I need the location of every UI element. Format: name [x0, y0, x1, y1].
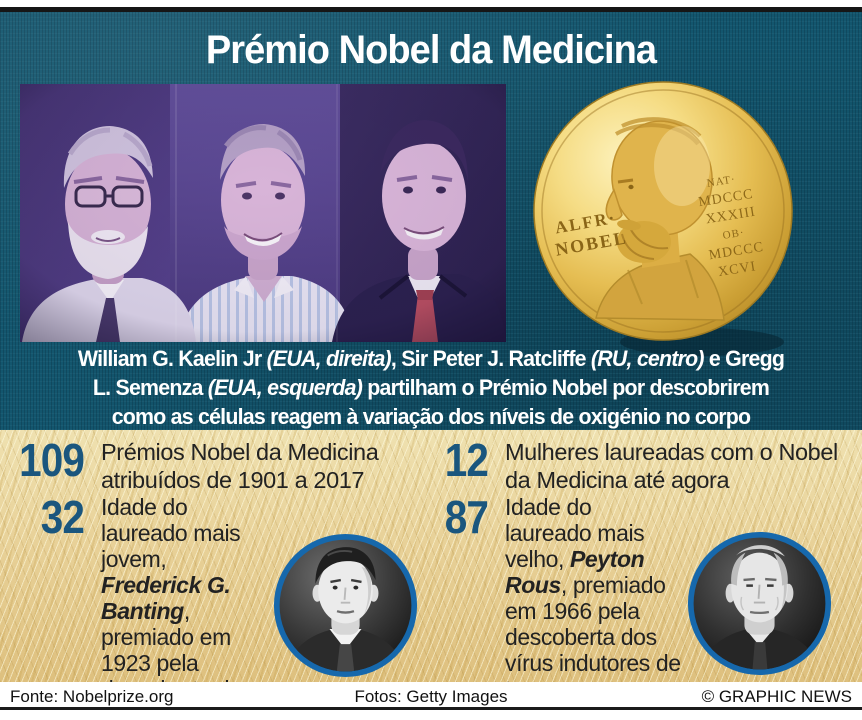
- nobel-medal-illustration: ALFR· NOBEL NAT· MDCCC XXXIII OB· MDCCC …: [530, 74, 796, 364]
- caption-line-1: William G. Kaelin Jr (EUA, direita), Sir…: [77, 346, 785, 371]
- stat-text-total-prizes: Prémios Nobel da Medicina atribuídos de …: [101, 439, 379, 493]
- page-title: Prémio Nobel da Medicina: [205, 28, 657, 72]
- footer: Fonte: Nobelprize.org Fotos: Getty Image…: [0, 682, 862, 720]
- header-section: Prémio Nobel da Medicina: [0, 12, 862, 430]
- medal-text-xcvi: XCVI: [717, 259, 757, 280]
- stat-value-oldest-age: 87: [444, 491, 489, 543]
- banting-portrait-photo: [273, 533, 418, 678]
- stat-value-youngest-age: 32: [40, 491, 85, 543]
- caption-line-2: L. Semenza (EUA, esquerda) partilham o P…: [92, 375, 770, 400]
- rous-portrait: [687, 531, 832, 676]
- banting-portrait: [273, 533, 418, 678]
- footer-copyright: © GRAPHIC NEWS: [701, 687, 853, 706]
- stat-text-oldest: Idade do laureado mais velho, Peyton Rou…: [505, 494, 857, 702]
- laureates-photo-illustration: [20, 84, 506, 342]
- top-rule: [0, 7, 862, 12]
- medal-text-nat: NAT·: [706, 173, 737, 189]
- laureates-photo: [20, 84, 506, 342]
- stat-value-total-prizes: 109: [19, 434, 85, 486]
- top-margin: [0, 0, 862, 7]
- stat-text-youngest: Idade do laureado mais jovem, Frederick …: [101, 494, 451, 720]
- footer-source: Fonte: Nobelprize.org: [10, 687, 174, 706]
- footer-photo-credit: Fotos: Getty Images: [354, 687, 508, 706]
- footer-rule: [0, 707, 862, 710]
- rous-portrait-photo: [687, 531, 832, 676]
- medal-profile: [595, 117, 725, 321]
- medal-text-ob: OB·: [722, 227, 746, 242]
- nobel-medal-icon: ALFR· NOBEL NAT· MDCCC XXXIII OB· MDCCC …: [533, 81, 793, 356]
- caption-line-3: como as células reagem à variação dos ní…: [111, 404, 751, 429]
- stat-text-women-laureates: Mulheres laureadas com o Nobel da Medici…: [505, 439, 838, 493]
- stat-value-women-laureates: 12: [444, 434, 489, 486]
- photo-caption: William G. Kaelin Jr (EUA, direita), Sir…: [0, 344, 862, 431]
